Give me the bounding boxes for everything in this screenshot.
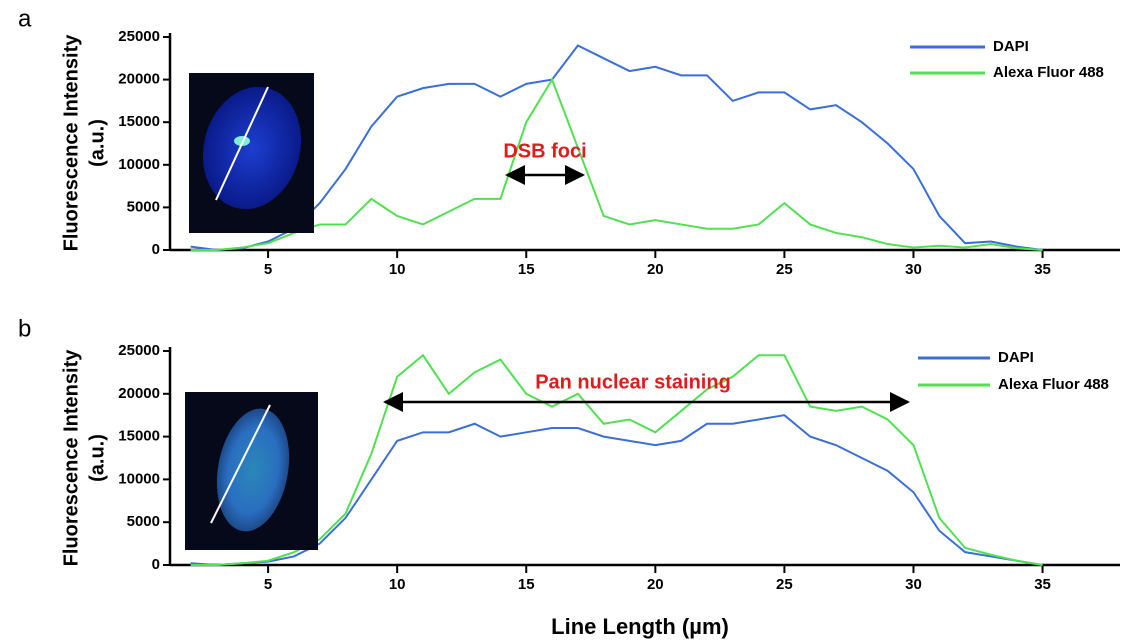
y-tick-label: 20000 xyxy=(118,71,160,88)
legend-label: DAPI xyxy=(998,349,1034,366)
y-tick-label: 20000 xyxy=(118,385,160,402)
x-tick-label: 5 xyxy=(264,261,272,278)
x-tick-label: 20 xyxy=(647,576,664,593)
y-tick-label: 5000 xyxy=(127,198,160,215)
panel-label: b xyxy=(18,315,31,342)
y-axis-label: Fluorescence Intensity xyxy=(60,34,82,252)
y-tick-label: 0 xyxy=(152,556,160,573)
panel-a: a Fluorescence Intensity (a.u.) 0 5000 10000 1… xyxy=(18,5,1120,278)
x-tick-label: 20 xyxy=(647,261,664,278)
x-tick-label: 25 xyxy=(776,261,793,278)
x-tick-label: 10 xyxy=(389,576,406,593)
y-tick-label: 5000 xyxy=(127,513,160,530)
inset-image-b xyxy=(185,392,318,550)
x-tick-label: 35 xyxy=(1034,261,1051,278)
y-axis-label: Fluorescence Intensity xyxy=(60,349,82,567)
x-axis-label: Line Length (µm) xyxy=(551,614,729,639)
panel-b: b Fluorescence Intensity (a.u.) 0 5000 10000 1… xyxy=(18,315,1120,593)
y-axis-label: (a.u.) xyxy=(86,434,108,482)
x-tick-label: 30 xyxy=(905,261,922,278)
x-tick-label: 25 xyxy=(776,576,793,593)
data-line xyxy=(190,353,1043,566)
y-tick-label: 15000 xyxy=(118,428,160,445)
y-tick-label: 15000 xyxy=(118,113,160,130)
y-tick-label: 25000 xyxy=(118,342,160,359)
y-tick-label: 10000 xyxy=(118,470,160,487)
x-tick-label: 10 xyxy=(389,261,406,278)
legend-label: Alexa Fluor 488 xyxy=(998,376,1109,393)
y-tick-label: 25000 xyxy=(118,28,160,45)
data-line xyxy=(190,77,1043,251)
legend-label: Alexa Fluor 488 xyxy=(993,64,1104,81)
annotation: Pan nuclear staining xyxy=(535,371,731,393)
legend-label: DAPI xyxy=(993,38,1029,55)
y-axis-label: (a.u.) xyxy=(86,119,108,167)
data-line xyxy=(190,44,1043,252)
y-tick-label: 10000 xyxy=(118,156,160,173)
panel-label: a xyxy=(18,5,32,32)
x-tick-label: 15 xyxy=(518,261,535,278)
y-tick-label: 0 xyxy=(152,241,160,258)
x-tick-label: 35 xyxy=(1034,576,1051,593)
x-tick-label: 5 xyxy=(264,576,272,593)
data-line xyxy=(190,414,1043,567)
x-tick-label: 15 xyxy=(518,576,535,593)
annotation: DSB foci xyxy=(503,140,586,162)
inset-image-a xyxy=(189,73,314,233)
x-tick-label: 30 xyxy=(905,576,922,593)
